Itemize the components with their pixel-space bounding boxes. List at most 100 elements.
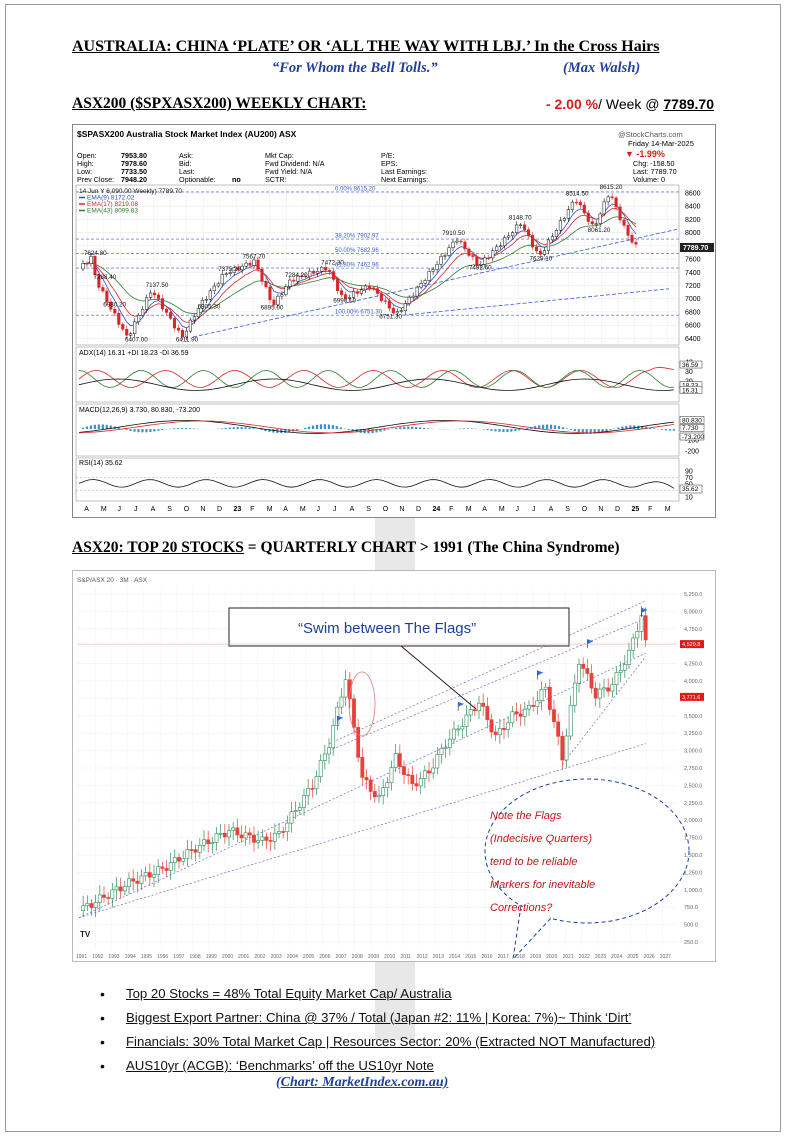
candle [280,294,284,297]
y-tick-label: 8200 [685,217,701,224]
price-tag-box [680,640,704,649]
candle [527,705,531,710]
candle [626,225,630,236]
candle [610,684,615,692]
macd-histogram-bar [649,427,652,430]
candle [243,832,248,839]
macd-histogram-bar [359,429,362,433]
macd-histogram-bar [498,429,501,432]
candle [161,298,165,310]
macd-histogram-bar [161,429,164,431]
candle [510,711,515,724]
x-tick-label: 2017 [498,954,509,960]
macd-histogram-bar [534,426,537,430]
y-tick-label: 750.0 [684,905,698,911]
macd-histogram-bar [403,426,406,430]
macd-histogram-bar [661,429,664,430]
candle [381,787,386,796]
candle [475,256,479,266]
channel-line [328,600,646,744]
candle [554,230,558,237]
x-tick-label: M [665,506,671,513]
candle [316,271,320,274]
y-tick-label: 3,500.0 [684,714,702,720]
candle [147,872,152,878]
candle [546,239,551,251]
stat-value: 7733.50 [121,167,147,176]
macd-histogram-bar [367,429,370,434]
candle [202,839,206,846]
candle [324,267,328,271]
price-annotation: 7492.60 [469,265,492,272]
macd-histogram-bar [557,426,561,430]
candle [415,286,419,297]
candle [407,296,411,304]
candle [192,316,196,321]
quarterly-chart: S&P/ASX 20 · 3M · ASX “Swim between The … [72,570,716,962]
macd-histogram-bar [387,429,390,430]
y-tick-label: 6600 [685,323,701,330]
macd-histogram-bar [375,429,378,433]
macd-histogram-bar [510,429,513,432]
macd-histogram-bar [514,429,517,432]
y-tick-label: 30 [685,369,693,376]
macd-histogram-bar [260,429,263,431]
candle [137,315,141,323]
candle [538,250,543,255]
x-tick-label: M [300,506,306,513]
macd-histogram-bar [335,426,338,430]
x-tick-label: 2010 [384,954,395,960]
candle [102,894,106,898]
candle [451,241,455,249]
candle [105,290,109,303]
x-tick-label: A [549,506,554,513]
x-tick-label: 2023 [595,954,606,960]
candle [467,248,471,256]
macd-histogram-bar [181,427,184,430]
macd-histogram-bar [232,427,235,430]
candle [447,738,452,748]
stat-label: Prev Close: [77,175,114,184]
candle [397,753,402,767]
macd-histogram-bar [545,424,549,430]
macd-histogram-bar [192,428,196,430]
x-tick-label: 1992 [92,954,103,960]
macd-histogram-bar [347,429,350,430]
candle [427,271,431,281]
macd-histogram-bar [311,425,315,430]
candle [296,275,300,282]
candle [582,204,586,214]
x-tick-label: J [532,506,536,513]
price-annotation: 8514.50 [566,191,589,198]
candle [598,213,602,224]
candle [93,902,98,908]
page-border [5,4,781,1132]
candle [447,247,451,256]
section2-heading: ASX20: TOP 20 STOCKS = QUARTERLY CHART >… [72,539,620,557]
candle [284,286,288,295]
candle [506,722,511,730]
candle [340,290,344,295]
candle [235,827,240,836]
candle [236,267,240,271]
candle [264,281,268,288]
candle [135,880,140,884]
candle [503,237,507,246]
macd-histogram-bar [466,428,469,430]
candle [89,903,94,908]
fib-label: 61.80% 7462.96 [335,263,379,269]
y-tick-label: 8400 [685,204,701,211]
macd-histogram-bar [526,428,529,430]
adx-tag: 18.23 [682,383,699,390]
candle [276,295,280,306]
candle [589,673,594,689]
macd-histogram-bar [407,426,410,430]
adx-label: ADX(14) 16.31 +DI 18.23 -DI 36.59 [79,350,189,357]
candle [268,286,272,301]
x-tick-label: 2000 [222,954,233,960]
candle [502,727,506,730]
candle [464,714,469,727]
stat-label: Last: [179,167,195,176]
price-annotation: 6905.30 [198,304,221,311]
stat-label: EPS: [381,159,397,168]
